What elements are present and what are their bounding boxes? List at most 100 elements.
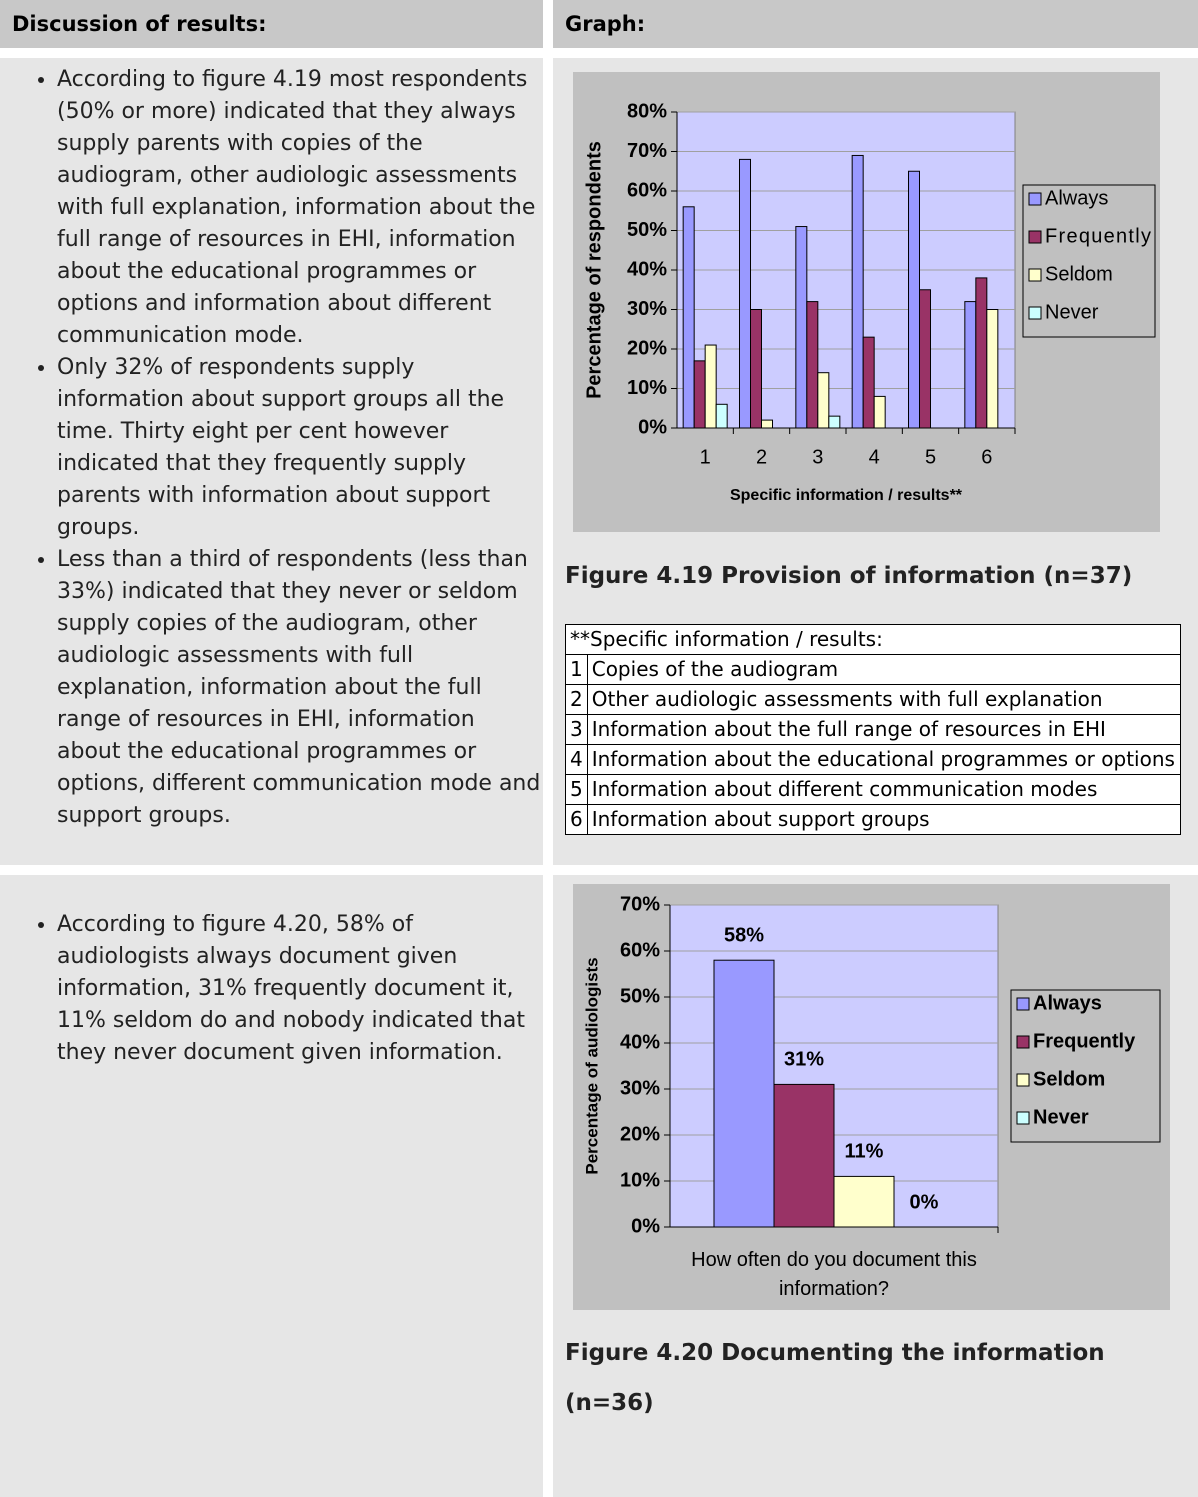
legend-label: Never (1033, 1106, 1089, 1128)
x-category-label: How often do you document this informati… (691, 1249, 977, 1300)
discussion-cell: According to figure 4.19 most respondent… (0, 58, 543, 865)
table-cell: 2 (565, 684, 588, 715)
bar (817, 372, 830, 429)
x-tick-label: 3 (812, 446, 823, 468)
x-tick-label: 2 (756, 446, 767, 468)
y-tick-label: 40% (620, 1031, 660, 1053)
y-tick-label: 0% (631, 1215, 660, 1237)
x-tick-label: 6 (981, 446, 992, 468)
legend-label: Frequently (1033, 1030, 1136, 1052)
table-cell: Information about the full range of reso… (586, 714, 1182, 745)
chart: 0% 10% 20% 30% 40% 50% 60% 70% 58% 31% 11% 0% Percen… (573, 884, 1170, 1310)
table-cell: 1 (565, 654, 588, 685)
y-tick-label: 10% (627, 377, 667, 399)
discussion-cell: According to figure 4.20, 58% of audiolo… (0, 875, 543, 1497)
bar (919, 289, 931, 429)
bar (806, 301, 819, 429)
legend (1010, 989, 1161, 1143)
header-left: Discussion of results: (0, 0, 543, 48)
caption: Figure 4.20 Documenting the information … (565, 1340, 1105, 1416)
table-cell: Information about support groups (586, 804, 1182, 835)
table-cell: Information about different communicatio… (586, 774, 1182, 805)
bar (833, 1175, 895, 1228)
bar (964, 301, 977, 429)
y-tick-label: 60% (620, 939, 660, 961)
bar (739, 158, 751, 429)
x-tick-label: 1 (700, 446, 711, 468)
table-cell: Other audiologic assessments with full e… (586, 684, 1182, 715)
bullet-list: According to figure 4.19 most respondent… (0, 64, 543, 832)
x-tick-label: 5 (925, 446, 936, 468)
chart: 0% 10% 20% 30% 40% 50% 60% 70% 80% 1 2 3 4 5 6 Percenta… (573, 72, 1160, 532)
bar (761, 419, 773, 429)
legend-label: Never (1045, 301, 1099, 323)
header-right: Graph: (553, 0, 1198, 48)
legend-swatch (1028, 306, 1042, 320)
legend-label: Seldom (1033, 1068, 1105, 1090)
y-tick-label: 20% (627, 337, 667, 359)
y-tick-label: 50% (620, 985, 660, 1007)
y-axis-label: Percentage of respondents (583, 141, 605, 399)
bar (693, 360, 706, 429)
bar (828, 415, 841, 429)
data-label: 58% (724, 924, 764, 946)
table-cell: 6 (565, 804, 588, 835)
bar (795, 226, 808, 429)
x-tick-label: 4 (869, 446, 880, 468)
bar (750, 309, 762, 429)
legend-swatch (1016, 997, 1030, 1011)
bar (682, 206, 695, 429)
y-tick-label: 10% (620, 1169, 660, 1191)
table-cell: 4 (565, 744, 588, 775)
y-tick-label: 0% (638, 416, 667, 438)
legend-label: Seldom (1045, 263, 1113, 285)
y-axis-label: Percentage of audiologists (582, 957, 601, 1174)
y-tick-label: 80% (627, 100, 667, 122)
bar (773, 1083, 835, 1228)
data-label: 31% (784, 1049, 824, 1071)
data-label: 11% (845, 1141, 884, 1163)
y-tick-label: 40% (627, 258, 667, 280)
y-tick-label: 70% (620, 893, 660, 915)
bullet: Less than a third of respondents (less t… (57, 544, 543, 832)
legend-swatch (1028, 230, 1042, 244)
bar (704, 344, 717, 429)
bar (873, 395, 886, 429)
legend (1022, 184, 1156, 338)
bullet: According to figure 4.19 most respondent… (57, 64, 543, 352)
table-header: **Specific information / results: (565, 624, 1181, 655)
table-cell: 5 (565, 774, 588, 805)
data-label: 0% (910, 1191, 939, 1213)
bar (713, 959, 775, 1228)
bar (975, 277, 988, 429)
caption: Figure 4.19 Provision of information (n=… (565, 563, 1133, 589)
legend-swatch (1028, 192, 1042, 206)
legend-swatch (1016, 1073, 1030, 1087)
bullet: According to figure 4.20, 58% of audiolo… (57, 909, 543, 1069)
legend-label: Always (1033, 992, 1102, 1014)
y-tick-label: 30% (620, 1077, 660, 1099)
bar (862, 336, 875, 429)
y-tick-label: 20% (620, 1123, 660, 1145)
y-tick-label: 70% (627, 140, 667, 162)
bar (715, 403, 728, 429)
legend-swatch (1016, 1035, 1030, 1049)
legend-table: **Specific information / results: 1 Copie… (565, 624, 1182, 835)
bullet-list: According to figure 4.20, 58% of audiolo… (0, 909, 543, 1069)
table-cell: 3 (565, 714, 588, 745)
bar (908, 170, 920, 429)
legend-swatch (1028, 268, 1042, 282)
bar (851, 154, 864, 429)
y-tick-label: 30% (627, 298, 667, 320)
y-tick-label: 60% (627, 179, 667, 201)
x-axis-label: Specific information / results** (730, 487, 963, 504)
bar (986, 309, 999, 429)
legend-label: Frequently (1045, 225, 1151, 247)
legend-label: Always (1045, 187, 1108, 209)
table-cell: Information about the educational progra… (586, 744, 1182, 775)
bullet: Only 32% of respondents supply informati… (57, 352, 543, 544)
table-cell: Copies of the audiogram (586, 654, 1182, 685)
legend-swatch (1016, 1111, 1030, 1125)
y-tick-label: 50% (627, 219, 667, 241)
